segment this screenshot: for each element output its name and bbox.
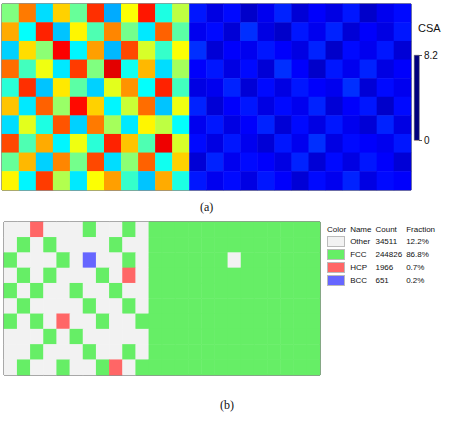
html-text:Fraction: Fraction: [406, 225, 436, 234]
html-text:HCP: HCP: [350, 263, 367, 272]
html-text:Color Name Count: Color Name Count: [327, 225, 397, 234]
svg-text:CSA: CSA: [418, 22, 441, 34]
svg-text:8.2: 8.2: [424, 50, 438, 61]
svg-text:0: 0: [424, 135, 430, 146]
svg-text:(b): (b): [220, 398, 234, 412]
html-text:Other: Other: [350, 237, 371, 246]
svg-text:(a): (a): [200, 200, 213, 214]
html-text:0.2%: 0.2%: [406, 276, 425, 285]
html-text:34511: 34511: [375, 237, 398, 246]
html-text:1966: 1966: [375, 263, 394, 272]
html-text:244826 86.8%: 244826 86.8%: [375, 250, 429, 259]
html-text:FCC: FCC: [350, 250, 367, 259]
html-text:651: 651: [375, 276, 389, 285]
html-text:BCC: BCC: [350, 276, 367, 285]
html-text:0.7%: 0.7%: [406, 263, 425, 272]
html-text:12.2%: 12.2%: [406, 237, 429, 246]
